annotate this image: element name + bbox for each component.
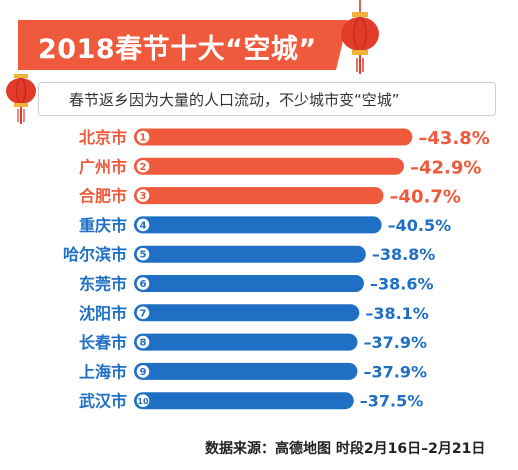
subtitle-box: 春节返乡因为大量的人口流动，不少城市变“空城” xyxy=(38,82,496,116)
bar xyxy=(134,362,358,380)
rank-badge xyxy=(136,130,150,144)
page-title: 2018春节十大“空城” xyxy=(38,34,317,65)
category-label: 武汉市 xyxy=(79,392,127,411)
category-label: 北京市 xyxy=(79,128,127,147)
rank-number: 10 xyxy=(137,397,149,406)
data-source: 数据来源：高德地图 时段2月16日–2月21日 xyxy=(205,441,486,457)
rank-badge xyxy=(136,335,150,349)
bar xyxy=(134,187,384,205)
title-banner xyxy=(18,20,348,70)
category-label: 沈阳市 xyxy=(79,304,127,323)
rank-number: 9 xyxy=(140,367,147,378)
bar xyxy=(134,304,360,322)
category-label: 合肥市 xyxy=(79,187,127,206)
lantern-icon xyxy=(341,0,379,74)
rank-badge xyxy=(136,218,150,232)
category-label: 东莞市 xyxy=(79,275,127,294)
value-label: –40.5% xyxy=(388,216,452,235)
value-label: –38.6% xyxy=(370,275,434,294)
rank-number: 3 xyxy=(140,191,147,202)
value-label: –38.1% xyxy=(365,304,429,323)
bar xyxy=(134,392,354,410)
bar xyxy=(134,245,366,263)
rank-number: 4 xyxy=(140,220,147,231)
value-label: –42.9% xyxy=(410,157,481,178)
rank-badge xyxy=(136,160,150,173)
rank-number: 7 xyxy=(140,308,147,319)
rank-number: 1 xyxy=(140,133,147,144)
subtitle: 春节返乡因为大量的人口流动，不少城市变“空城” xyxy=(69,91,400,109)
rank-badge xyxy=(136,247,150,261)
category-label: 哈尔滨市 xyxy=(63,245,127,264)
category-label: 重庆市 xyxy=(79,216,127,235)
category-label: 广州市 xyxy=(79,157,127,176)
value-label: –40.7% xyxy=(390,187,461,208)
rank-number: 6 xyxy=(140,279,147,290)
category-label: 上海市 xyxy=(79,362,127,381)
rank-badge xyxy=(136,394,150,408)
title-area: 2018春节十大“空城” xyxy=(18,20,348,70)
bar xyxy=(134,275,364,292)
lantern-icon xyxy=(6,74,36,124)
bar xyxy=(134,216,382,234)
value-label: –43.8% xyxy=(418,128,489,149)
rank-badge xyxy=(136,365,150,378)
value-label: –37.5% xyxy=(360,392,424,411)
rank-badge xyxy=(136,277,150,290)
value-label: –38.8% xyxy=(372,245,436,264)
value-label: –37.9% xyxy=(363,362,427,381)
value-label: –37.9% xyxy=(363,333,427,352)
rank-number: 5 xyxy=(140,250,147,261)
bar xyxy=(134,128,413,146)
category-label: 长春市 xyxy=(79,333,127,352)
bar xyxy=(134,157,404,175)
rank-number: 8 xyxy=(140,338,147,349)
rank-badge xyxy=(136,189,150,202)
rank-number: 2 xyxy=(140,162,147,173)
rank-badge xyxy=(136,306,150,320)
bar xyxy=(134,333,358,351)
